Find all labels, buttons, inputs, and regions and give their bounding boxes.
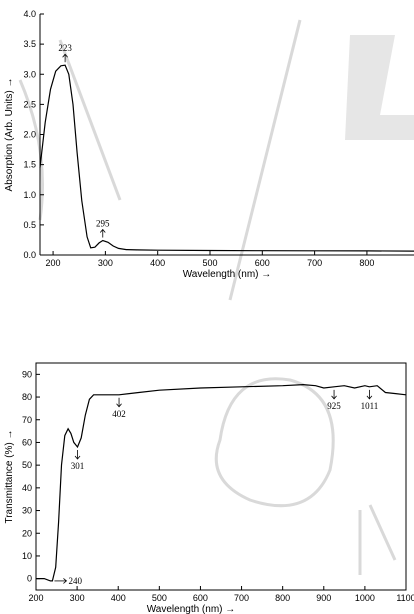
x-tick-label: 800 <box>359 258 374 268</box>
absorption-chart: 200 300 400 500 600 700 800 0.0 0.5 1.0 1.5 2.0 2.5 3… <box>4 9 414 280</box>
y-tick-label: 50 <box>22 460 32 470</box>
watermark <box>18 19 414 575</box>
arrow-head <box>331 395 337 400</box>
y-tick-label: 1.5 <box>23 160 36 170</box>
annotation-label: 925 <box>327 401 341 411</box>
series-line <box>39 64 414 252</box>
y-tick-label: 60 <box>22 437 32 447</box>
peak-annotation: 240 <box>54 576 82 586</box>
peak-annotation: 301 <box>71 449 85 471</box>
peak-annotation: 295 <box>96 219 110 238</box>
y-tick-label: 80 <box>22 392 32 402</box>
arrow-head <box>116 403 122 408</box>
annotation-label: 223 <box>58 43 72 53</box>
x-tick-label: 400 <box>111 593 126 603</box>
peak-annotation: 1011 <box>361 389 379 411</box>
x-tick-label: 200 <box>28 593 43 603</box>
x-tick-label: 500 <box>202 258 217 268</box>
y-tick-label: 30 <box>22 506 32 516</box>
x-tick-label: 600 <box>193 593 208 603</box>
x-tick-label: 900 <box>316 593 331 603</box>
x-tick-label: 200 <box>46 258 61 268</box>
transmittance-chart: 200 300 400 500 600 700 800 900 1000 1100 0 10 20 30 4… <box>4 362 414 614</box>
x-axis-title: Wavelength (nm) → <box>147 604 236 614</box>
annotation-label: 240 <box>68 576 82 586</box>
x-tick-label: 600 <box>255 258 270 268</box>
x-tick-label: 700 <box>234 593 249 603</box>
arrow-head <box>99 228 106 233</box>
y-tick-label: 3.0 <box>23 69 36 79</box>
annotation-label: 1011 <box>361 401 379 411</box>
peak-annotation: 223 <box>58 43 72 63</box>
x-tick-label: 400 <box>150 258 165 268</box>
x-tick-label: 300 <box>98 258 113 268</box>
y-axis-title: Transmittance (%) → <box>4 429 15 523</box>
y-tick-label: 4.0 <box>23 9 36 19</box>
y-tick-label: 0.5 <box>23 220 36 230</box>
annotation-label: 295 <box>96 219 110 229</box>
y-tick-label: 3.5 <box>23 39 36 49</box>
y-axis-title: Absorption (Arb. Units) → <box>4 78 15 192</box>
y-tick-label: 0.0 <box>23 250 36 260</box>
y-tick-label: 40 <box>22 483 32 493</box>
series-line <box>36 383 407 582</box>
y-tick-label: 2.0 <box>23 130 36 140</box>
arrow-head <box>74 455 81 460</box>
y-tick-label: 0 <box>27 574 32 584</box>
y-tick-label: 90 <box>22 369 32 379</box>
peak-annotation: 925 <box>327 389 341 411</box>
y-tick-label: 20 <box>22 528 32 538</box>
y-tick-label: 2.5 <box>23 99 36 109</box>
y-tick-label: 10 <box>22 551 32 561</box>
x-tick-label: 300 <box>70 593 85 603</box>
plot-frame <box>35 362 407 591</box>
peak-annotation: 402 <box>112 397 126 419</box>
x-tick-label: 500 <box>152 593 167 603</box>
y-tick-label: 70 <box>22 415 32 425</box>
x-axis-title: Wavelength (nm) → <box>183 269 272 280</box>
x-tick-label: 1000 <box>355 593 375 603</box>
annotation-label: 301 <box>71 461 85 471</box>
arrow-head <box>63 578 68 584</box>
annotation-label: 402 <box>112 409 126 419</box>
arrow-head <box>62 53 68 58</box>
arrow-head <box>366 395 373 400</box>
y-tick-label: 1.0 <box>23 190 36 200</box>
x-tick-label: 700 <box>307 258 322 268</box>
x-tick-label: 800 <box>275 593 290 603</box>
x-tick-label: 1100 <box>396 593 414 603</box>
